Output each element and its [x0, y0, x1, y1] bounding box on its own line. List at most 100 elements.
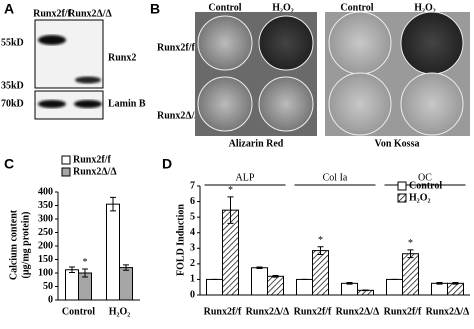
panel-label: A	[4, 1, 14, 17]
y-tick-label: 350	[38, 200, 53, 211]
error-bar	[256, 266, 263, 270]
well	[197, 15, 253, 71]
x-tick-label: H₂O₂	[109, 306, 131, 317]
band	[75, 76, 101, 84]
row-label: Runx2Δ/Δ	[157, 110, 201, 121]
y-tick-label: 400	[38, 186, 53, 197]
bar	[447, 282, 464, 296]
y-tick-label: 150	[38, 254, 53, 265]
x-tick-label: Control	[62, 306, 95, 317]
annotation: *	[228, 185, 233, 196]
legend-label: Control	[409, 180, 442, 191]
error-bar	[407, 249, 414, 259]
group-label: ALP	[236, 172, 255, 183]
y-tick-label: 2	[190, 258, 195, 269]
y-axis-label: (μg/mg protein)	[20, 212, 31, 279]
bar	[402, 253, 419, 296]
legend-label: Runx2f/f	[73, 154, 111, 165]
y-tick-label: 4	[190, 227, 195, 238]
bar	[119, 267, 133, 301]
column-label: Control	[340, 2, 373, 13]
panel-label: C	[4, 156, 14, 172]
well	[258, 76, 314, 132]
marker: 35kD	[1, 80, 24, 91]
protein-label: Runx2	[108, 52, 136, 63]
error-bar	[69, 266, 75, 273]
y-tick-label: 50	[43, 281, 53, 292]
band	[38, 35, 66, 45]
lane-label: Runx2Δ/Δ	[68, 8, 112, 19]
y-axis-label: FOLD Induction	[175, 204, 186, 276]
lane-label: Runx2f/f	[33, 8, 71, 19]
bar	[431, 282, 448, 296]
x-tick-label: Runx2Δ/Δ	[336, 306, 380, 317]
y-tick-label: 3	[190, 243, 195, 254]
x-tick-label: Runx2f/f	[384, 306, 422, 317]
bar	[251, 267, 268, 296]
well	[258, 15, 314, 71]
bar	[206, 278, 223, 296]
y-tick-label: 100	[38, 267, 53, 278]
x-tick-label: Runx2Δ/Δ	[426, 306, 470, 317]
error-bar	[436, 282, 443, 285]
column-label: H₂O₂	[272, 2, 294, 13]
y-tick-label: 7	[190, 180, 195, 191]
bar	[267, 275, 284, 296]
error-bar	[82, 268, 88, 278]
bar	[106, 203, 120, 301]
well	[400, 11, 464, 75]
y-tick-label: 6	[190, 196, 195, 207]
marker: 55kD	[1, 37, 24, 48]
bar	[341, 282, 358, 296]
bar	[386, 278, 403, 296]
protein-label: Lamin B	[108, 98, 146, 109]
error-bar	[227, 196, 234, 224]
bar	[296, 278, 313, 296]
error-bar	[452, 282, 459, 285]
bar	[312, 250, 329, 296]
error-bar	[123, 264, 129, 271]
well	[328, 11, 392, 75]
bar	[65, 269, 79, 301]
x-tick-label: Runx2Δ/Δ	[246, 306, 290, 317]
y-axis-label: Calcium content	[8, 209, 19, 280]
error-bar	[346, 282, 353, 285]
annotation: *	[408, 238, 413, 249]
band	[38, 100, 66, 108]
panel-label: B	[150, 1, 160, 17]
stain-label: Von Kossa	[375, 138, 420, 149]
y-tick-label: 5	[190, 211, 195, 222]
legend-swatch	[61, 155, 71, 165]
y-tick-label: 300	[38, 213, 53, 224]
annotation: *	[318, 235, 323, 246]
y-tick-label: 1	[190, 274, 195, 285]
column-label: Control	[208, 2, 241, 13]
legend-label: H₂O₂	[409, 192, 431, 203]
well	[400, 72, 464, 136]
column-label: H₂O₂	[414, 2, 436, 13]
stain-label: Alizarin Red	[229, 138, 284, 149]
y-tick-label: 250	[38, 227, 53, 238]
row-label: Runx2f/f	[157, 42, 195, 53]
well	[197, 76, 253, 132]
marker: 70kD	[1, 98, 24, 109]
legend-swatch	[61, 167, 71, 177]
error-bar	[317, 246, 324, 256]
band	[74, 100, 102, 108]
x-tick-label: Runx2f/f	[294, 306, 332, 317]
y-tick-label: 0	[48, 294, 53, 305]
legend-label: Runx2Δ/Δ	[73, 166, 117, 177]
error-bar	[362, 289, 369, 292]
group-label: Col Ia	[323, 172, 348, 183]
annotation: *	[83, 257, 88, 268]
well	[328, 72, 392, 136]
y-tick-label: 0	[190, 289, 195, 300]
group-label: OC	[418, 172, 432, 183]
y-tick-label: 200	[38, 240, 53, 251]
error-bar	[110, 196, 116, 212]
panel-label: D	[162, 156, 172, 172]
x-tick-label: Runx2f/f	[204, 306, 242, 317]
legend-swatch	[397, 181, 407, 191]
error-bar	[272, 275, 279, 278]
